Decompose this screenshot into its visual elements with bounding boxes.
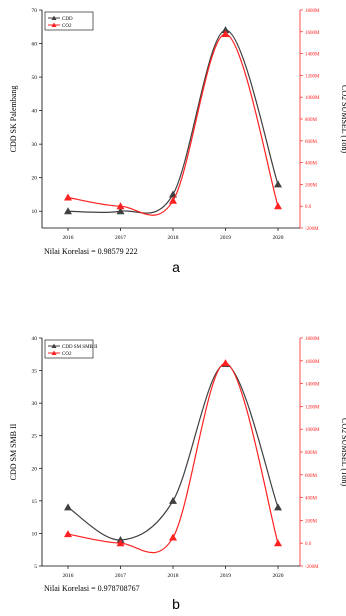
chart-panel-a: 10 20 30 40 50 60 70 -200M 0.0 200M 400M 600M 800M 10… [9, 8, 346, 275]
legend-marker [51, 350, 57, 355]
right-tick-label: 1800M [305, 9, 320, 14]
x-tick-label: 2018 [168, 235, 179, 241]
chart-panel-b: 5 10 15 20 25 30 35 40 -200M 0.0 200M 400M 600M 800M 1… [9, 336, 346, 612]
x-tick-label: 2018 [168, 573, 179, 579]
right-tick-label: 0.0 [305, 542, 312, 547]
left-tick-label: 10 [32, 209, 38, 215]
data-point-co2 [221, 359, 230, 367]
left-tick-label: 60 [32, 42, 38, 48]
legend-label: CDD [62, 17, 73, 22]
correlation-caption: Nilai Korelasi = 0.98579 222 [44, 247, 138, 256]
data-point-cdd [274, 503, 282, 511]
right-tick-label: 400M [305, 162, 318, 167]
left-axis-title: CDD SM SMB II [9, 423, 18, 480]
legend-marker [51, 15, 57, 20]
data-point-co2 [116, 539, 125, 547]
data-point-cdd [116, 207, 125, 215]
series-line-co2 [67, 33, 279, 216]
left-tick-label: 30 [32, 401, 38, 407]
right-tick-label: 1600M [305, 31, 320, 36]
right-tick-label: 1600M [305, 360, 320, 365]
x-tick-label: 2016 [63, 573, 74, 579]
series-line-co2 [67, 362, 279, 554]
right-tick-label: -200M [305, 227, 319, 232]
data-point-co2 [274, 539, 282, 547]
left-axis-title: CDD SK Palembang [9, 86, 18, 153]
data-point-co2 [169, 533, 177, 541]
x-tick-label: 2019 [220, 235, 231, 241]
right-tick-label: 200M [305, 183, 318, 188]
left-tick-label: 35 [32, 369, 38, 375]
panel-letter: b [172, 596, 180, 612]
legend-marker [51, 22, 57, 27]
data-point-co2 [64, 193, 72, 201]
right-tick-label: 1200M [305, 405, 320, 410]
legend-label: CDD SM SMB II [62, 345, 98, 350]
data-point-co2 [116, 202, 125, 210]
left-tick-label: 25 [32, 434, 38, 440]
left-tick-label: 40 [32, 336, 38, 342]
right-tick-label: 1400M [305, 53, 320, 58]
data-point-co2 [221, 29, 230, 37]
left-tick-label: 20 [32, 466, 38, 472]
left-tick-label: 15 [32, 499, 38, 505]
left-tick-label: 50 [32, 75, 38, 81]
right-tick-label: 400M [305, 497, 318, 502]
data-point-cdd [169, 496, 177, 504]
legend-marker [51, 343, 57, 348]
right-tick-label: 800M [305, 451, 318, 456]
right-tick-label: 1200M [305, 74, 320, 79]
x-tick-label: 2020 [273, 235, 284, 241]
legend-label: CO2 [62, 24, 72, 29]
right-tick-label: 0.0 [305, 205, 312, 210]
right-axis-title: CO2 SUMSEL (Ton) [340, 85, 346, 153]
x-tick-label: 2020 [273, 573, 284, 579]
x-tick-label: 2019 [220, 573, 231, 579]
data-point-co2 [169, 196, 177, 204]
data-point-cdd [274, 180, 282, 188]
left-tick-label: 20 [32, 176, 38, 182]
x-tick-label: 2016 [63, 235, 74, 241]
left-tick-label: 70 [32, 8, 38, 14]
right-tick-label: 200M [305, 519, 318, 524]
right-tick-label: 1000M [305, 428, 320, 433]
x-tick-label: 2017 [115, 573, 126, 579]
right-tick-label: 800M [305, 118, 318, 123]
series-line-cdd [67, 29, 279, 214]
series-line-cdd [67, 363, 279, 541]
right-tick-label: 600M [305, 140, 318, 145]
data-point-cdd [64, 207, 72, 215]
left-tick-label: 30 [32, 142, 38, 148]
legend-label: CO2 [62, 352, 72, 357]
left-tick-label: 5 [34, 564, 37, 570]
data-point-cdd [64, 503, 72, 511]
x-tick-label: 2017 [115, 235, 126, 241]
right-tick-label: -200M [305, 565, 319, 570]
right-tick-label: 1000M [305, 96, 320, 101]
data-point-co2 [274, 202, 282, 210]
right-axis-title: CO2 SUMSEL (Ton) [340, 418, 346, 486]
right-tick-label: 1400M [305, 383, 320, 388]
correlation-caption: Nilai Korelasi = 0.978708767 [44, 584, 140, 593]
right-tick-label: 1800M [305, 337, 320, 342]
left-tick-label: 40 [32, 109, 38, 115]
panel-letter: a [172, 259, 180, 275]
right-tick-label: 600M [305, 474, 318, 479]
data-point-co2 [64, 530, 72, 538]
data-point-cdd [221, 26, 230, 34]
left-tick-label: 10 [32, 531, 38, 537]
